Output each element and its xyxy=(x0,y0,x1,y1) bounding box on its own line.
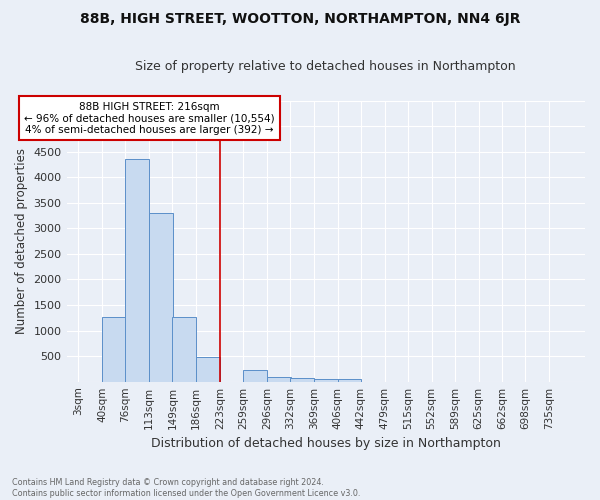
Y-axis label: Number of detached properties: Number of detached properties xyxy=(15,148,28,334)
Text: 88B HIGH STREET: 216sqm
← 96% of detached houses are smaller (10,554)
4% of semi: 88B HIGH STREET: 216sqm ← 96% of detache… xyxy=(24,102,275,135)
Bar xyxy=(172,317,196,382)
Bar xyxy=(314,378,338,382)
Bar xyxy=(338,378,361,382)
Bar xyxy=(267,377,291,382)
Bar xyxy=(290,378,314,382)
Text: 88B, HIGH STREET, WOOTTON, NORTHAMPTON, NN4 6JR: 88B, HIGH STREET, WOOTTON, NORTHAMPTON, … xyxy=(80,12,520,26)
Bar xyxy=(125,160,149,382)
Bar xyxy=(243,370,267,382)
Bar xyxy=(102,317,126,382)
Bar xyxy=(196,357,220,382)
X-axis label: Distribution of detached houses by size in Northampton: Distribution of detached houses by size … xyxy=(151,437,501,450)
Text: Contains HM Land Registry data © Crown copyright and database right 2024.
Contai: Contains HM Land Registry data © Crown c… xyxy=(12,478,361,498)
Title: Size of property relative to detached houses in Northampton: Size of property relative to detached ho… xyxy=(136,60,516,73)
Bar xyxy=(149,213,173,382)
